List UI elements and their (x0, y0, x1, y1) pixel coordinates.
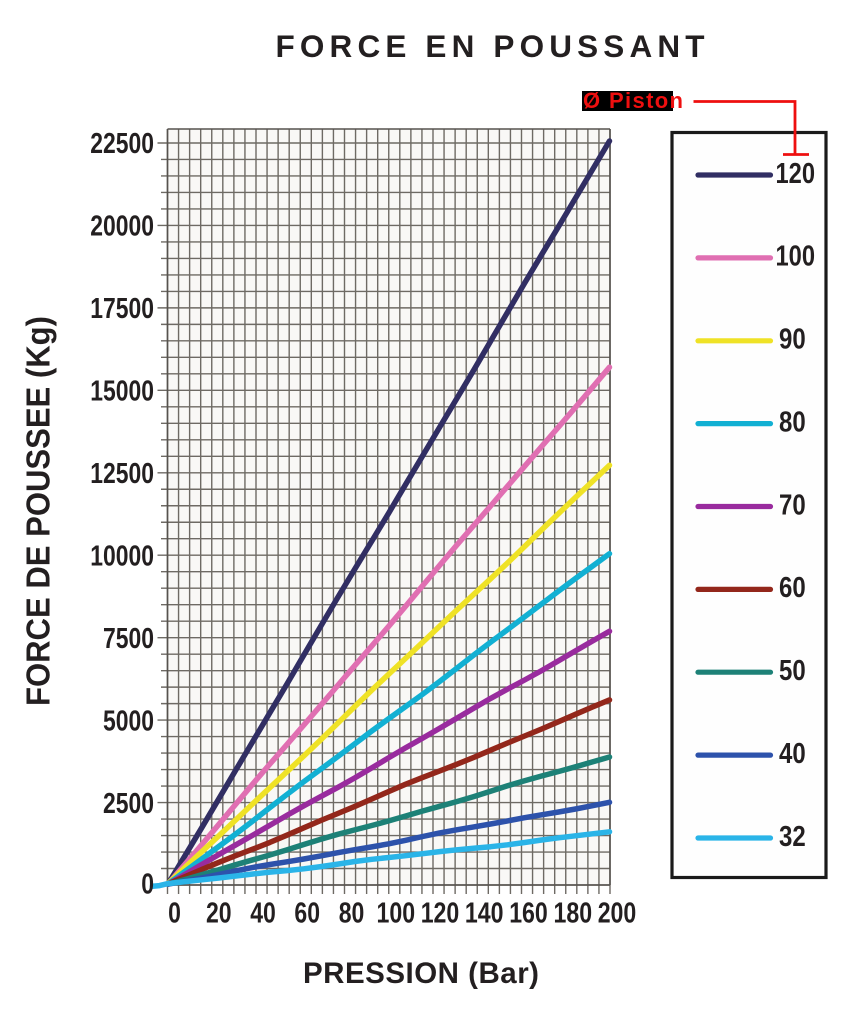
svg-text:0: 0 (141, 869, 154, 901)
svg-text:60: 60 (779, 572, 806, 604)
svg-text:12500: 12500 (90, 458, 154, 490)
svg-text:PRESSION (Bar): PRESSION (Bar) (303, 957, 539, 990)
svg-text:FORCE DE POUSSEE (Kg): FORCE DE POUSSEE (Kg) (20, 316, 57, 706)
svg-text:80: 80 (339, 898, 365, 930)
svg-text:32: 32 (779, 821, 806, 853)
svg-text:60: 60 (294, 898, 320, 930)
svg-text:120: 120 (776, 158, 816, 190)
svg-text:2500: 2500 (103, 788, 154, 820)
svg-text:100: 100 (377, 898, 416, 930)
svg-text:120: 120 (421, 898, 460, 930)
svg-text:40: 40 (779, 738, 806, 770)
svg-text:80: 80 (779, 406, 806, 438)
svg-text:160: 160 (509, 898, 548, 930)
svg-text:Ø Piston: Ø Piston (583, 88, 683, 113)
svg-text:100: 100 (776, 241, 816, 273)
svg-text:70: 70 (779, 489, 806, 521)
svg-text:17500: 17500 (90, 293, 154, 325)
svg-text:180: 180 (554, 898, 593, 930)
svg-text:20000: 20000 (90, 211, 154, 243)
svg-text:22500: 22500 (90, 128, 154, 160)
svg-text:20: 20 (206, 898, 232, 930)
svg-text:200: 200 (598, 898, 637, 930)
svg-text:0: 0 (168, 898, 181, 930)
svg-text:7500: 7500 (103, 623, 154, 655)
svg-text:40: 40 (250, 898, 276, 930)
svg-text:10000: 10000 (90, 540, 154, 572)
svg-text:50: 50 (779, 655, 806, 687)
svg-text:5000: 5000 (103, 705, 154, 737)
svg-text:90: 90 (779, 324, 806, 356)
svg-text:140: 140 (465, 898, 504, 930)
svg-text:15000: 15000 (90, 376, 154, 408)
